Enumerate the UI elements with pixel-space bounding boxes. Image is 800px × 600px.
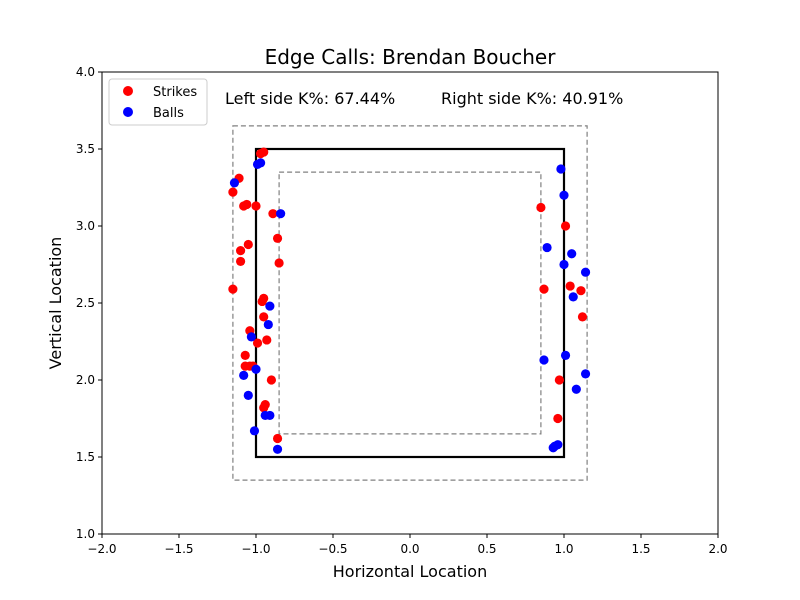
y-tick-label: 3.5 [76,142,95,156]
zone-group [232,125,588,481]
balls-point [249,426,260,436]
plot-area [101,71,719,535]
strikes-point [266,375,276,385]
strikes-point [274,258,284,268]
balls-point [539,355,549,365]
y-tick-label: 2.5 [76,296,95,310]
balls-point [580,369,591,379]
balls-point [239,370,249,380]
balls-point [243,390,253,400]
balls-point [571,384,581,394]
y-tick-label: 2.0 [76,373,95,387]
balls-point [265,301,275,311]
balls-point [556,164,566,174]
x-tick-label: −1.0 [241,542,270,556]
legend-swatch-strikes [123,86,133,96]
strike-zone-rect [254,147,566,459]
strikes-point [251,201,261,211]
y-tick-label: 1.5 [76,450,95,464]
inner-edge-rect [278,171,542,435]
balls-point [265,410,275,421]
y-axis-label: Vertical Location [46,237,65,370]
strikes-point [259,293,269,303]
y-tick-label: 1.0 [76,527,95,541]
outer-edge-rect [232,125,588,481]
x-tick-label: −2.0 [87,542,116,556]
strikes-point [553,413,563,424]
chart-title: Edge Calls: Brendan Boucher [265,45,557,69]
legend-label-balls: Balls [153,106,184,121]
legend-swatch-balls [123,107,133,117]
balls-point [252,159,263,169]
strikes-point [236,256,246,267]
balls-point [559,259,569,270]
strikes-point [272,433,283,444]
strikes-point [268,209,278,219]
strikes-point [236,246,246,256]
data-points [228,147,591,454]
strikes-point [228,187,238,197]
strikes-point [259,147,269,157]
right-side-k-pct-annotation: Right side K%: 40.91% [441,89,623,108]
strikes-point [242,199,252,210]
balls-point [567,249,577,259]
y-tick-label: 3.0 [76,219,95,233]
balls-point [276,209,286,219]
strikes-point [577,312,588,322]
x-tick-label: 1.0 [554,542,573,556]
legend-box [108,78,208,126]
strikes-point [272,233,283,243]
balls-point [229,178,240,188]
x-axis: −2.0 −1.5 −1.0 −0.5 0.0 0.5 1.0 1.5 2.0 [87,534,728,556]
strikes-point [252,338,263,348]
strikes-point [243,239,253,250]
x-tick-label: 0.0 [400,542,419,556]
strikes-point [262,335,272,345]
strikes-point [259,403,269,413]
strikes-point [240,350,250,360]
strikes-point [539,284,549,294]
legend-label-strikes: Strikes [153,85,197,100]
x-tick-label: 1.5 [631,542,650,556]
strikes-point [228,284,238,294]
balls-point [542,242,552,253]
balls-point [559,190,569,200]
strikes-point [259,312,269,322]
balls-point [272,444,283,454]
strikes-point [565,281,575,291]
balls-point [548,443,558,453]
y-axis: 1.0 1.5 2.0 2.5 3.0 3.5 4.0 [76,65,102,541]
x-axis-label: Horizontal Location [333,562,487,581]
x-tick-label: −0.5 [318,542,347,556]
balls-point [568,292,578,302]
legend: Strikes Balls [108,78,208,126]
x-tick-label: 2.0 [708,542,727,556]
x-tick-label: −1.5 [164,542,193,556]
balls-point [580,267,591,277]
strikes-point [560,221,571,231]
left-side-k-pct-annotation: Left side K%: 67.44% [225,89,395,108]
balls-point [246,332,256,342]
strikes-point [536,202,546,213]
x-tick-label: 0.5 [477,542,496,556]
balls-point [251,364,261,374]
strikes-point [576,286,586,296]
balls-point [263,319,273,330]
y-tick-label: 4.0 [76,65,95,79]
strikes-point [554,375,564,385]
balls-point [560,350,571,360]
